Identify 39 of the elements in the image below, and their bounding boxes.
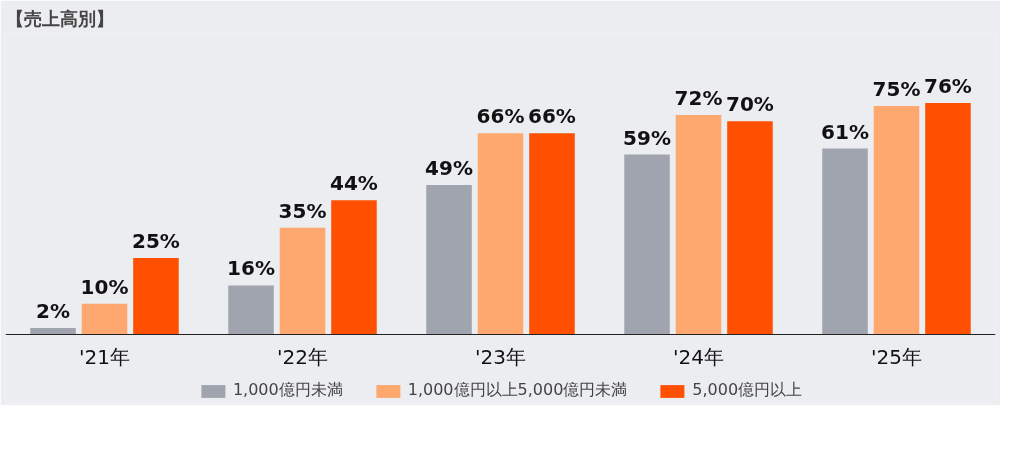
data-label: 49% bbox=[425, 156, 473, 181]
data-label: 10% bbox=[80, 274, 129, 299]
chart-title: 【売上高別】 bbox=[5, 7, 114, 29]
data-label: 70% bbox=[726, 92, 774, 117]
data-label: 44% bbox=[330, 171, 378, 196]
legend-label: 5,000億円以上 bbox=[692, 380, 803, 401]
bar bbox=[477, 133, 524, 335]
data-label: 72% bbox=[674, 86, 723, 111]
data-label: 35% bbox=[278, 198, 327, 223]
data-label: 66% bbox=[476, 104, 525, 129]
data-label: 59% bbox=[623, 125, 671, 150]
x-tick-label: '22年 bbox=[277, 345, 328, 370]
bar bbox=[822, 148, 868, 335]
bar bbox=[675, 115, 722, 335]
bar bbox=[81, 303, 128, 335]
bar bbox=[279, 227, 326, 335]
data-label: 2% bbox=[36, 299, 71, 324]
bar bbox=[228, 285, 274, 335]
data-label: 16% bbox=[227, 256, 275, 281]
bar bbox=[30, 328, 76, 335]
data-label: 66% bbox=[528, 104, 576, 129]
data-label: 61% bbox=[821, 119, 869, 144]
data-label: 76% bbox=[924, 73, 972, 98]
x-tick-label: '21年 bbox=[79, 345, 130, 370]
bar bbox=[426, 185, 472, 335]
bar bbox=[331, 200, 377, 335]
bar bbox=[727, 121, 773, 335]
x-tick-label: '25年 bbox=[871, 345, 922, 370]
data-label: 75% bbox=[872, 76, 921, 101]
x-tick-label: '23年 bbox=[475, 345, 526, 370]
bar bbox=[624, 154, 670, 335]
legend-label: 1,000億円以上5,000億円未満 bbox=[407, 380, 628, 401]
legend-label: 1,000億円未満 bbox=[232, 380, 343, 401]
bar bbox=[133, 258, 179, 335]
bar bbox=[925, 102, 971, 335]
data-label: 25% bbox=[132, 229, 180, 254]
bar bbox=[529, 133, 575, 335]
bar bbox=[873, 105, 920, 335]
x-tick-label: '24年 bbox=[673, 345, 724, 370]
